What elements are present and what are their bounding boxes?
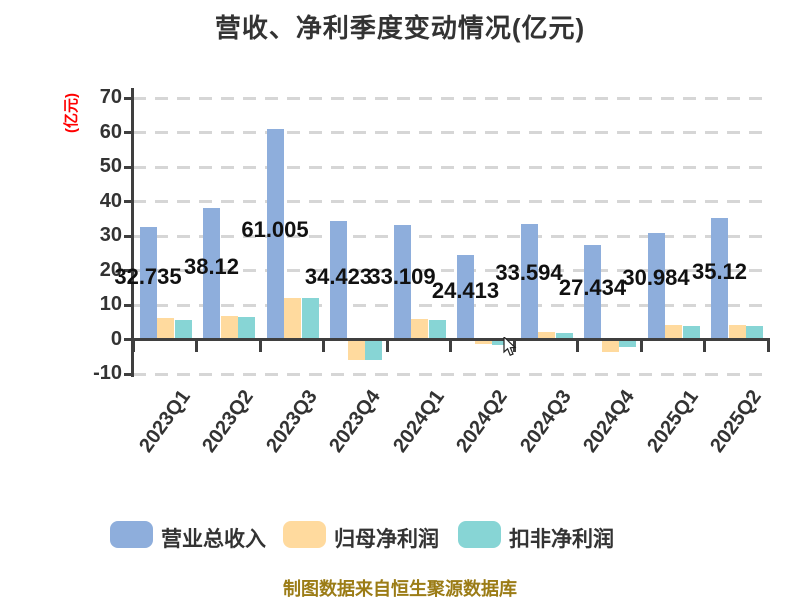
- y-tick-50: [124, 165, 134, 169]
- y-tick-label--10: -10: [93, 362, 122, 384]
- x-tick-5: [449, 338, 452, 352]
- data-label-2024Q1: 33.109: [368, 264, 436, 289]
- x-label-2025Q1: 2025Q1: [642, 386, 703, 457]
- bar-net-profit-attributable-2025Q1: [665, 325, 682, 340]
- bar-net-profit-attributable-2023Q1: [157, 318, 174, 340]
- bar-non-gaap-net-profit-2023Q4: [365, 339, 382, 361]
- x-tick-1: [195, 338, 198, 352]
- legend-swatch-total-revenue: [110, 521, 153, 548]
- x-tick-10: [766, 338, 770, 352]
- y-tick-label-50: 50: [99, 155, 122, 177]
- legend-swatch-non-gaap-net-profit: [458, 521, 501, 548]
- bar-total-revenue-2024Q1: [393, 225, 411, 340]
- bar-net-profit-attributable-2023Q4: [347, 339, 365, 360]
- gridline-50: [133, 165, 768, 169]
- x-tick-4: [385, 338, 389, 352]
- bar-total-revenue-2023Q3: [266, 129, 284, 340]
- gridline-40: [133, 200, 768, 203]
- x-label-2024Q1: 2024Q1: [388, 386, 449, 457]
- x-label-2024Q3: 2024Q3: [515, 386, 576, 457]
- mouse-cursor-icon: [503, 337, 517, 356]
- legend: 营业总收入 归母净利润 扣非净利润: [0, 515, 800, 560]
- y-tick-label-10: 10: [99, 293, 122, 315]
- y-tick-10: [124, 303, 134, 307]
- x-tick-3: [322, 338, 325, 352]
- bar-net-profit-attributable-2024Q2: [474, 339, 492, 344]
- y-tick-0: [124, 338, 134, 341]
- bar-non-gaap-net-profit-2023Q2: [238, 317, 255, 340]
- x-label-2023Q2: 2023Q2: [198, 386, 259, 457]
- data-label-2023Q2: 38.12: [183, 254, 240, 279]
- data-label-2024Q2: 24.413: [431, 278, 500, 303]
- y-tick-label-0: 0: [110, 327, 122, 350]
- y-tick-label-30: 30: [99, 224, 122, 246]
- legend-swatch-net-profit-attributable: [283, 521, 326, 548]
- data-source-caption: 制图数据来自恒生聚源数据库: [283, 579, 517, 599]
- gridline-30: [133, 234, 768, 238]
- gridline-10: [133, 303, 768, 307]
- x-axis-line: [133, 338, 769, 341]
- y-tick-label-20: 20: [99, 258, 122, 281]
- x-label-2024Q2: 2024Q2: [452, 386, 513, 457]
- bar-non-gaap-net-profit-2024Q2: [492, 339, 509, 345]
- data-label-2025Q1: 30.984: [622, 265, 690, 290]
- bar-total-revenue-2025Q1: [647, 232, 665, 340]
- bar-total-revenue-2023Q4: [330, 220, 347, 340]
- y-tick-label-60: 60: [99, 120, 122, 143]
- data-label-2023Q1: 32.735: [114, 264, 182, 289]
- bar-total-revenue-2024Q2: [457, 255, 474, 340]
- y-tick-30: [124, 234, 134, 238]
- bar-total-revenue-2024Q3: [520, 223, 538, 340]
- bar-total-revenue-2025Q2: [711, 218, 728, 340]
- bar-total-revenue-2024Q4: [584, 244, 601, 340]
- data-label-2025Q2: 35.12: [691, 259, 748, 284]
- bar-non-gaap-net-profit-2023Q1: [174, 319, 192, 340]
- x-label-2023Q4: 2023Q4: [325, 386, 386, 457]
- x-tick-2: [258, 338, 262, 352]
- y-tick-20: [124, 269, 134, 272]
- bar-non-gaap-net-profit-2023Q3: [301, 297, 319, 340]
- bar-non-gaap-net-profit-2024Q4: [619, 339, 636, 347]
- bar-non-gaap-net-profit-2024Q3: [555, 332, 573, 340]
- x-label-2023Q1: 2023Q1: [134, 386, 195, 457]
- gridline-20: [133, 269, 768, 272]
- bar-non-gaap-net-profit-2025Q1: [682, 325, 700, 340]
- gridline-60: [133, 131, 768, 134]
- x-tick-6: [512, 338, 516, 352]
- bar-net-profit-attributable-2024Q3: [538, 331, 555, 340]
- legend-label-total-revenue: 营业总收入: [161, 528, 266, 551]
- bar-total-revenue-2023Q1: [139, 226, 157, 340]
- y-tick-70: [124, 96, 134, 100]
- data-label-2024Q3: 33.594: [495, 260, 563, 285]
- bar-net-profit-attributable-2024Q1: [411, 318, 428, 340]
- gridline-70: [133, 96, 768, 100]
- y-tick-60: [124, 131, 134, 134]
- x-label-2024Q4: 2024Q4: [579, 386, 640, 457]
- bar-total-revenue-2023Q2: [203, 207, 220, 340]
- y-tick-label-70: 70: [99, 86, 122, 108]
- x-tick-9: [703, 338, 706, 352]
- x-tick-7: [576, 338, 579, 352]
- data-label-2024Q4: 27.434: [558, 275, 627, 300]
- x-tick-8: [639, 338, 643, 352]
- bar-non-gaap-net-profit-2024Q1: [428, 319, 446, 340]
- bar-net-profit-attributable-2025Q2: [728, 325, 746, 340]
- bar-net-profit-attributable-2023Q2: [220, 315, 238, 340]
- y-axis-line: [131, 88, 134, 377]
- x-label-2023Q3: 2023Q3: [261, 386, 322, 457]
- bar-net-profit-attributable-2024Q4: [601, 339, 619, 352]
- bar-non-gaap-net-profit-2025Q2: [746, 325, 763, 340]
- gridline--10: [133, 372, 768, 376]
- chart-title: 营收、净利季度变动情况(亿元): [214, 13, 586, 43]
- legend-label-non-gaap-net-profit: 扣非净利润: [509, 528, 614, 551]
- data-label-2023Q4: 34.423: [304, 264, 373, 289]
- legend-label-net-profit-attributable: 归母净利润: [334, 528, 439, 551]
- bar-net-profit-attributable-2023Q3: [284, 298, 301, 340]
- y-tick-label-40: 40: [99, 189, 122, 212]
- x-label-2025Q2: 2025Q2: [706, 386, 767, 457]
- y-tick--10: [124, 372, 134, 376]
- y-tick-40: [124, 200, 134, 203]
- data-label-2023Q3: 61.005: [241, 217, 309, 242]
